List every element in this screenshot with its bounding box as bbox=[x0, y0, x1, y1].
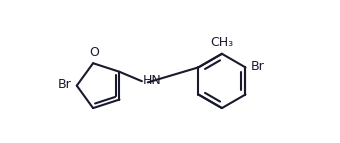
Text: Br: Br bbox=[251, 60, 265, 73]
Text: O: O bbox=[89, 46, 99, 59]
Text: HN: HN bbox=[142, 74, 162, 87]
Text: CH₃: CH₃ bbox=[210, 36, 234, 49]
Text: Br: Br bbox=[58, 79, 72, 92]
